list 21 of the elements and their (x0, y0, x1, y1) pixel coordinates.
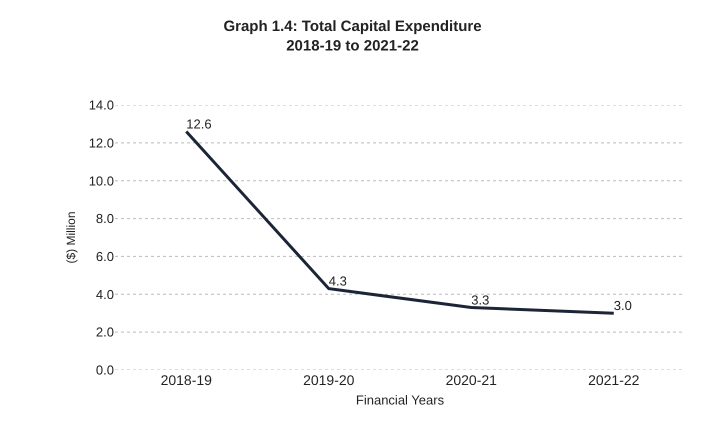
data-label: 12.6 (186, 116, 212, 132)
data-label: 4.3 (328, 273, 347, 288)
y-tick-label: 0.0 (96, 362, 114, 378)
x-tick-label: 2019-20 (303, 372, 355, 388)
x-tick-label: 2021-22 (588, 372, 640, 388)
y-tick-label: 6.0 (96, 248, 114, 264)
data-label: 3.3 (471, 292, 490, 308)
chart-subtitle: 2018-19 to 2021-22 (286, 37, 419, 54)
data-label: 3.0 (614, 298, 632, 313)
chart-title: Graph 1.4: Total Capital Expenditure (223, 18, 482, 35)
x-tick-label: 2020-21 (446, 372, 498, 388)
y-tick-label: 2.0 (96, 324, 114, 340)
y-tick-label: 12.0 (88, 135, 114, 150)
x-axis-title: Financial Years (356, 392, 445, 408)
line-series (184, 130, 616, 315)
x-tick-label: 2018-19 (160, 372, 212, 388)
y-axis-title: ($) Million (64, 211, 78, 264)
y-tick-label: 8.0 (96, 211, 114, 226)
y-tick-label: 4.0 (96, 286, 114, 302)
y-tick-label: 10.0 (88, 173, 114, 188)
y-tick-label: 14.0 (88, 98, 114, 113)
